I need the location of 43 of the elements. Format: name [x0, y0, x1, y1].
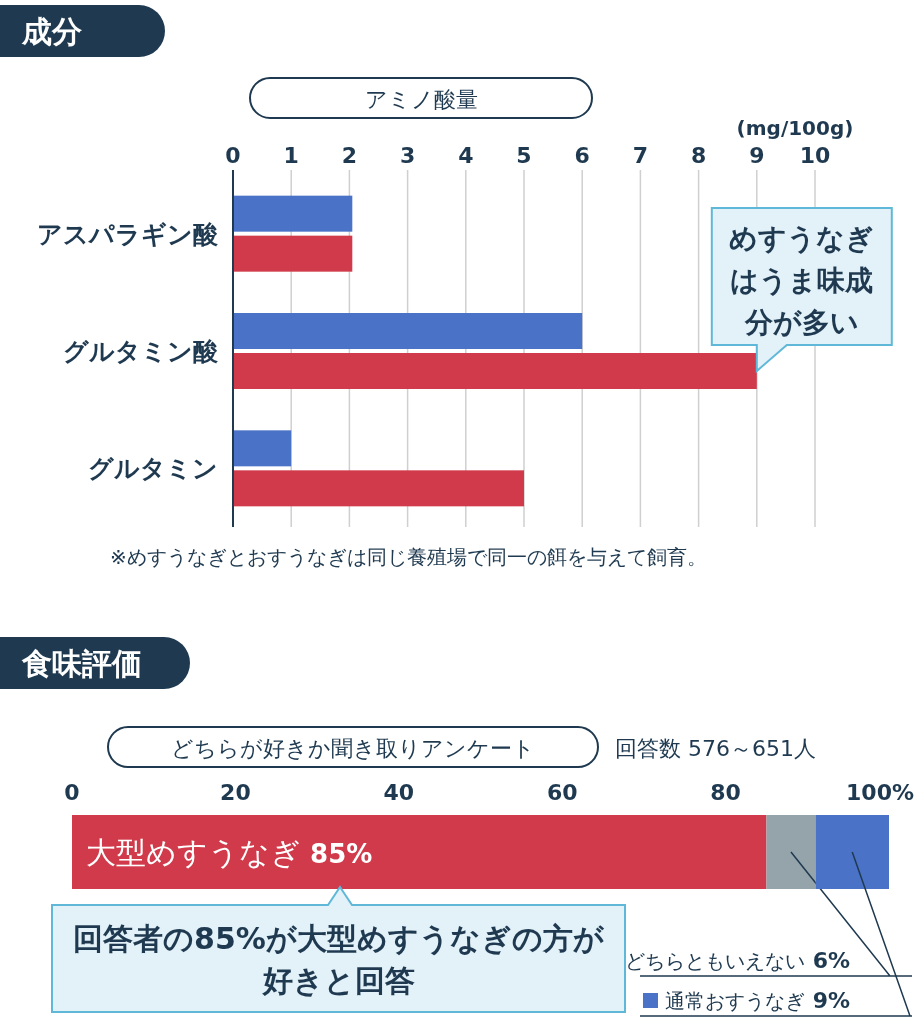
x-tick-label: 2 — [341, 143, 358, 168]
x-tick-label: 9 — [749, 143, 765, 168]
y-tick-label: アスパラギン酸 — [37, 219, 219, 249]
x-axis-title: (mg/100g) — [736, 116, 854, 140]
bar — [233, 235, 353, 272]
annotation: めすうなぎはうま味成分が多い — [729, 222, 875, 339]
data-label: 9% — [804, 988, 850, 1013]
x-tick-label: 10 — [799, 143, 831, 168]
data-label: 6% — [804, 948, 850, 973]
x-tick-label: 40 — [383, 780, 415, 805]
text: どちらともいえない — [624, 949, 805, 973]
bar — [233, 195, 353, 232]
bar — [233, 430, 292, 467]
x-tick-label: 4 — [458, 143, 474, 168]
x-tick-label: 0 — [64, 780, 80, 805]
x-tick-label: 5 — [516, 143, 532, 168]
series-label: 大型めすうなぎ — [86, 835, 301, 870]
x-tick-label: 1 — [283, 143, 299, 168]
y-tick-label: グルタミン酸 — [63, 337, 219, 366]
text: 回答数 576～651人 — [615, 736, 816, 761]
text: ※めすうなぎとおすうなぎは同じ養殖場で同一の餌を与えて飼育。 — [110, 545, 707, 569]
bar — [766, 815, 816, 889]
x-tick-label: 3 — [399, 143, 416, 168]
x-tick-label: 80 — [710, 780, 741, 805]
chart-subtitle: どちらが好きか聞き取りアンケート — [171, 736, 535, 761]
chart-title: 成分 — [21, 14, 82, 49]
bar — [233, 470, 524, 507]
x-tick-label: 100% — [846, 780, 914, 805]
chart-subtitle: アミノ酸量 — [364, 87, 478, 112]
data-label: 85% — [301, 839, 373, 869]
x-tick-label: 6 — [574, 143, 590, 168]
bar — [815, 815, 889, 889]
bar — [233, 353, 757, 389]
legend-label: 通常おすうなぎ — [664, 989, 805, 1013]
x-tick-label: 0 — [225, 143, 241, 168]
x-tick-label: 7 — [632, 143, 649, 168]
x-tick-label: 60 — [546, 780, 578, 805]
chart-title: 食味評価 — [21, 646, 142, 681]
bar — [233, 313, 583, 349]
x-tick-label: 8 — [690, 143, 707, 168]
text: 回答者の85%が大型めすうなぎの方が好きと回答 — [73, 920, 605, 998]
y-tick-label: グルタミン — [88, 454, 218, 484]
x-tick-label: 20 — [220, 780, 251, 805]
